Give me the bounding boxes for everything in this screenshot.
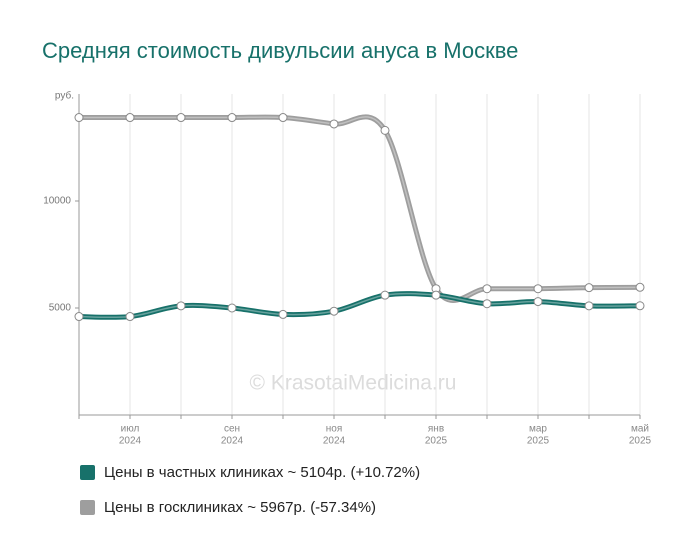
data-point (482, 299, 492, 309)
y-unit: руб. (55, 90, 74, 102)
legend-label: Цены в частных клиниках ~ 5104р. (+10.72… (104, 464, 420, 481)
data-point (380, 290, 390, 300)
legend-swatch (80, 500, 95, 515)
data-point (125, 113, 135, 123)
x-tick-year: 2025 (527, 436, 550, 447)
data-point (329, 119, 339, 129)
x-tick-label: сен (224, 424, 240, 435)
data-point (74, 113, 84, 123)
x-tick-year: 2025 (425, 436, 448, 447)
y-tick-label: 10000 (43, 196, 71, 207)
x-tick-year: 2024 (221, 436, 244, 447)
data-point (329, 306, 339, 316)
data-point (584, 283, 594, 293)
x-tick-label: ноя (326, 424, 343, 435)
watermark: © KrasotaiMedicina.ru (250, 372, 457, 395)
data-point (227, 113, 237, 123)
data-point (482, 284, 492, 294)
legend-label: Цены в госклиниках ~ 5967р. (-57.34%) (104, 499, 376, 516)
series-line (79, 114, 641, 303)
legend-swatch (80, 465, 95, 480)
y-tick-label: 5000 (49, 303, 72, 314)
x-tick-year: 2025 (629, 436, 652, 447)
data-point (380, 125, 390, 135)
data-point (533, 297, 543, 307)
chart-title: Средняя стоимость дивульсии ануса в Моск… (42, 38, 518, 63)
series-line-highlight (79, 116, 641, 302)
data-point (176, 113, 186, 123)
x-tick-label: июл (121, 424, 140, 435)
data-point (278, 113, 288, 123)
data-point (278, 309, 288, 319)
x-tick-year: 2024 (323, 436, 346, 447)
data-point (584, 301, 594, 311)
data-point (74, 312, 84, 322)
data-point (125, 312, 135, 322)
data-point (533, 284, 543, 294)
data-point (227, 303, 237, 313)
data-point (431, 290, 441, 300)
data-point (635, 282, 645, 292)
x-tick-label: май (631, 424, 649, 435)
x-tick-label: янв (428, 424, 444, 435)
x-tick-label: мар (529, 424, 547, 435)
x-tick-year: 2024 (119, 436, 142, 447)
data-point (635, 301, 645, 311)
data-point (176, 301, 186, 311)
series-line (78, 291, 641, 320)
